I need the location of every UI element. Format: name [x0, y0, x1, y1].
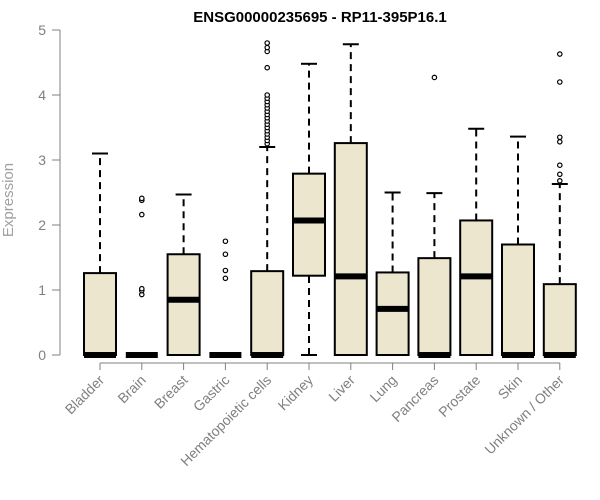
outlier-point — [139, 195, 145, 202]
outlier-point — [431, 74, 438, 81]
box — [250, 270, 285, 356]
y-axis: 0 1 2 3 4 5 — [38, 22, 61, 363]
y-tick-label: 3 — [38, 152, 46, 168]
box — [83, 272, 117, 357]
box-group — [501, 135, 535, 358]
outlier-point — [222, 275, 229, 282]
boxes — [83, 40, 577, 358]
chart-title: ENSG00000235695 - RP11-395P16.1 — [193, 9, 447, 26]
x-tick-label: Kidney — [275, 372, 317, 414]
x-tick-label: Unknown / Other — [481, 372, 567, 458]
outlier-point — [556, 79, 563, 85]
x-tick-label: Bladder — [62, 372, 108, 418]
outlier-point — [264, 44, 271, 51]
box — [501, 243, 535, 356]
box-group — [292, 62, 326, 356]
box-group — [333, 43, 368, 356]
x-tick-label: Skin — [495, 372, 526, 403]
box — [417, 257, 452, 356]
outlier-point — [556, 134, 563, 141]
outlier-point — [222, 267, 229, 274]
outlier-point — [556, 51, 563, 57]
box-group — [459, 127, 494, 356]
box — [333, 142, 368, 356]
outlier-point — [556, 139, 563, 145]
outlier-point — [556, 178, 563, 184]
box-group — [417, 74, 452, 358]
y-axis-label: Expression — [0, 163, 17, 237]
outlier-point — [264, 64, 271, 71]
box — [292, 172, 326, 277]
outlier-point — [222, 251, 229, 258]
box-group — [542, 51, 577, 358]
outlier-point — [139, 211, 145, 218]
x-tick-label: Prostate — [435, 372, 483, 420]
outlier-point — [556, 171, 563, 178]
outlier-point — [139, 285, 145, 292]
box — [166, 253, 201, 356]
box — [375, 271, 410, 357]
y-tick-label: 0 — [38, 347, 46, 363]
x-tick-label: Liver — [325, 372, 358, 405]
box — [542, 283, 577, 356]
outlier-point — [556, 162, 563, 169]
box-group — [166, 193, 201, 356]
y-tick-label: 5 — [38, 22, 46, 38]
y-tick-label: 1 — [38, 282, 46, 298]
x-tick-label: Brain — [114, 372, 148, 406]
box-group — [125, 195, 158, 358]
box-group — [250, 40, 285, 358]
x-tick-label: Lung — [366, 372, 399, 405]
box-group — [83, 152, 117, 358]
box — [459, 219, 494, 356]
outlier-point — [222, 238, 229, 245]
outlier-point — [264, 92, 271, 98]
box-group — [209, 238, 242, 358]
x-tick-label: Breast — [151, 372, 191, 412]
y-tick-label: 2 — [38, 217, 46, 233]
outlier-point — [264, 40, 271, 46]
y-tick-label: 4 — [38, 87, 46, 103]
box-group — [375, 191, 410, 357]
